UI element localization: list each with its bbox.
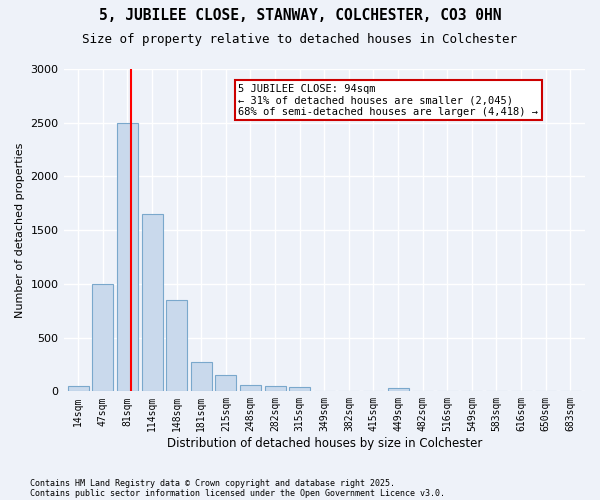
X-axis label: Distribution of detached houses by size in Colchester: Distribution of detached houses by size … bbox=[167, 437, 482, 450]
Bar bbox=[388, 388, 409, 392]
Y-axis label: Number of detached properties: Number of detached properties bbox=[15, 142, 25, 318]
Bar bbox=[68, 386, 89, 392]
Text: Contains HM Land Registry data © Crown copyright and database right 2025.: Contains HM Land Registry data © Crown c… bbox=[30, 478, 395, 488]
Bar bbox=[142, 214, 163, 392]
Text: Size of property relative to detached houses in Colchester: Size of property relative to detached ho… bbox=[83, 32, 517, 46]
Bar bbox=[289, 387, 310, 392]
Bar bbox=[166, 300, 187, 392]
Bar bbox=[265, 386, 286, 392]
Text: 5, JUBILEE CLOSE, STANWAY, COLCHESTER, CO3 0HN: 5, JUBILEE CLOSE, STANWAY, COLCHESTER, C… bbox=[99, 8, 501, 22]
Text: 5 JUBILEE CLOSE: 94sqm
← 31% of detached houses are smaller (2,045)
68% of semi-: 5 JUBILEE CLOSE: 94sqm ← 31% of detached… bbox=[238, 84, 538, 116]
Bar bbox=[92, 284, 113, 392]
Bar bbox=[240, 385, 261, 392]
Bar bbox=[117, 122, 138, 392]
Bar bbox=[191, 362, 212, 392]
Bar bbox=[215, 375, 236, 392]
Text: Contains public sector information licensed under the Open Government Licence v3: Contains public sector information licen… bbox=[30, 488, 445, 498]
